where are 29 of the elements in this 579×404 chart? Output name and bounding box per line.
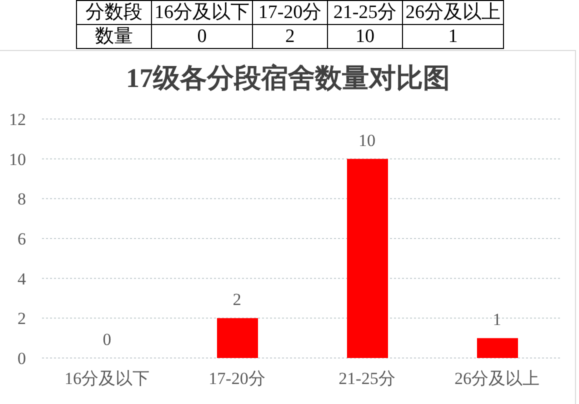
bar xyxy=(477,338,518,358)
text: 10 xyxy=(328,24,402,48)
text: 1 xyxy=(402,24,504,48)
text: 16分及以下 xyxy=(152,0,252,24)
chart-title: 17级各分段宿舍数量对比图 xyxy=(125,62,451,95)
data-label: 2 xyxy=(232,290,242,310)
data-label: 0 xyxy=(102,330,112,349)
y-tick-label: 2 xyxy=(18,309,26,328)
y-tick-label: 8 xyxy=(18,190,26,209)
x-tick-label: 16分及以下 xyxy=(64,369,150,388)
bar xyxy=(217,318,258,358)
bar xyxy=(347,158,388,358)
y-tick-label: 12 xyxy=(9,110,26,130)
text: 分数段 xyxy=(76,0,152,24)
text: 数量 xyxy=(76,24,152,48)
text: 2 xyxy=(252,24,328,48)
x-tick-label: 26分及以上 xyxy=(454,369,540,388)
text: 26分及以上 xyxy=(402,0,504,24)
text: 21-25分 xyxy=(328,0,402,24)
x-tick-label: 17-20分 xyxy=(208,369,266,388)
y-tick-label: 10 xyxy=(9,150,26,169)
text: 17-20分 xyxy=(252,0,328,24)
y-tick-label: 0 xyxy=(18,349,26,368)
data-label: 1 xyxy=(492,310,502,330)
y-tick-label: 4 xyxy=(18,269,26,288)
x-tick-label: 21-25分 xyxy=(338,369,396,388)
text: 0 xyxy=(152,24,252,48)
y-tick-label: 6 xyxy=(18,230,26,249)
data-label: 10 xyxy=(358,130,376,150)
